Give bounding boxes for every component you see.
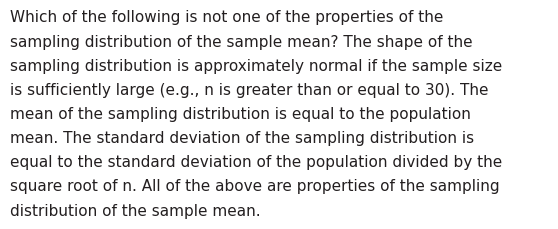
Text: Which of the following is not one of the properties of the: Which of the following is not one of the…	[10, 10, 444, 25]
Text: sampling distribution of the sample mean? The shape of the: sampling distribution of the sample mean…	[10, 34, 473, 49]
Text: mean of the sampling distribution is equal to the population: mean of the sampling distribution is equ…	[10, 106, 471, 121]
Text: mean. The standard deviation of the sampling distribution is: mean. The standard deviation of the samp…	[10, 131, 474, 145]
Text: equal to the standard deviation of the population divided by the: equal to the standard deviation of the p…	[10, 155, 502, 169]
Text: square root of n. All of the above are properties of the sampling: square root of n. All of the above are p…	[10, 179, 499, 194]
Text: is sufficiently large (e.g., n is greater than or equal to 30). The: is sufficiently large (e.g., n is greate…	[10, 82, 489, 97]
Text: distribution of the sample mean.: distribution of the sample mean.	[10, 203, 261, 218]
Text: sampling distribution is approximately normal if the sample size: sampling distribution is approximately n…	[10, 58, 502, 73]
